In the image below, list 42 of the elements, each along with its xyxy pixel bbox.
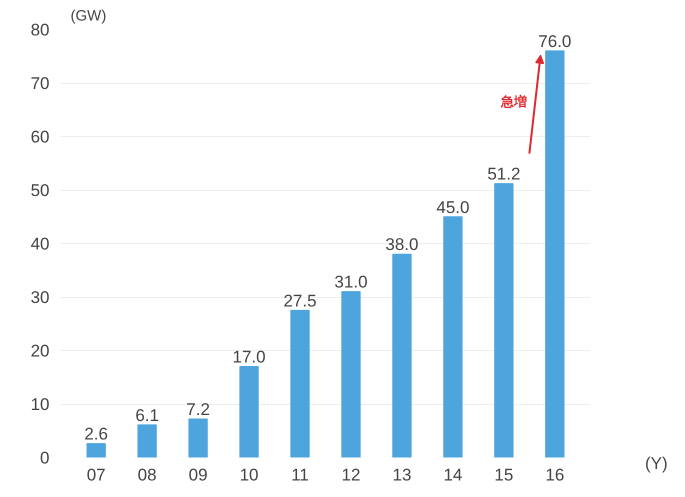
y-tick-label: 50 xyxy=(30,181,50,200)
bar xyxy=(239,366,259,458)
bar xyxy=(443,216,463,458)
bar xyxy=(290,310,310,458)
x-tick-label: 12 xyxy=(342,466,360,484)
data-label: 17.0 xyxy=(232,348,266,367)
bar xyxy=(341,291,361,458)
x-axis-title: (Y) xyxy=(645,453,668,475)
data-label: 7.2 xyxy=(186,400,210,419)
y-tick-label: 0 xyxy=(40,448,50,468)
y-tick-label: 20 xyxy=(30,342,50,360)
bar xyxy=(392,254,412,458)
x-tick-label: 13 xyxy=(392,466,412,484)
bar xyxy=(137,424,157,458)
y-tick-label: 30 xyxy=(30,288,50,307)
data-label: 6.1 xyxy=(135,406,159,425)
y-tick-label: 60 xyxy=(30,128,50,146)
x-tick-label: 11 xyxy=(291,466,309,484)
x-tick-label: 09 xyxy=(188,466,208,484)
data-label: 2.6 xyxy=(84,424,108,444)
data-label: 38.0 xyxy=(385,235,418,254)
x-tick-label: 10 xyxy=(240,466,259,484)
y-tick-label: 80 xyxy=(30,20,50,40)
y-tick-label: 40 xyxy=(30,234,50,254)
bar xyxy=(494,183,514,458)
data-label: 51.2 xyxy=(487,164,520,184)
x-tick-label: 08 xyxy=(138,466,157,484)
data-label: 45.0 xyxy=(436,198,470,217)
bar xyxy=(86,443,106,458)
bar xyxy=(188,418,208,458)
y-tick-label: 10 xyxy=(30,395,50,414)
data-label: 31.0 xyxy=(334,272,368,292)
data-label: 76.0 xyxy=(538,32,572,51)
data-label: 27.5 xyxy=(283,291,317,310)
x-tick-label: 16 xyxy=(545,466,564,484)
annotation: 急増 xyxy=(500,94,527,110)
y-axis-title: (GW) xyxy=(70,8,106,24)
bar xyxy=(545,50,564,458)
x-tick-label: 14 xyxy=(443,466,462,484)
y-tick-label: 70 xyxy=(30,74,50,93)
x-tick-label: 15 xyxy=(494,466,514,484)
x-tick-label: 07 xyxy=(86,466,106,484)
